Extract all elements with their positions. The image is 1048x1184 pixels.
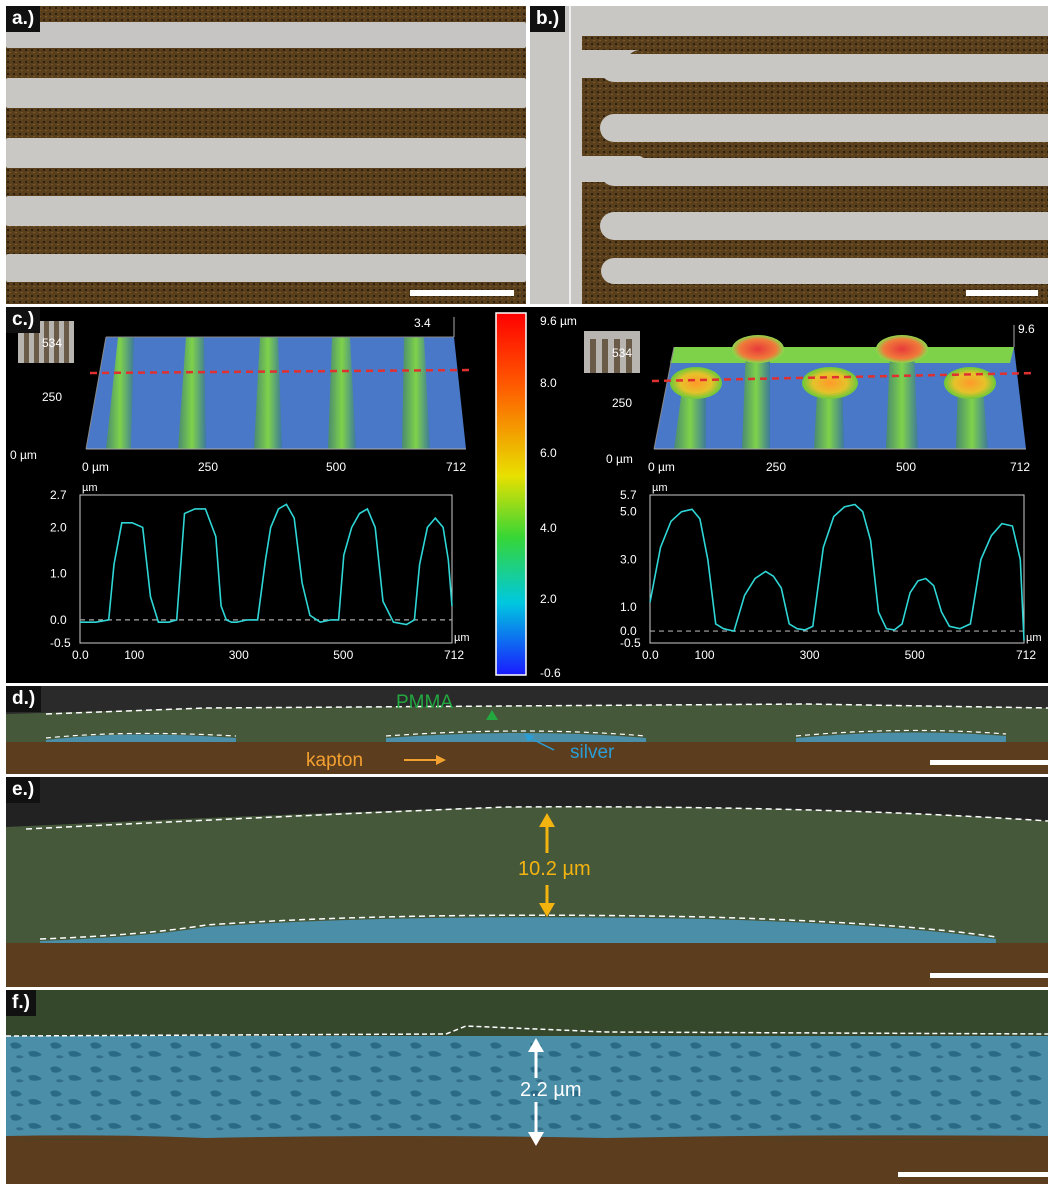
x-tick-label: 712: [1016, 648, 1036, 662]
y-tick-label: -0.5: [50, 636, 71, 650]
y-tick-label: 3.0: [620, 552, 637, 566]
panel-label-e: e.): [6, 777, 41, 803]
panel-f: 2.2 µm f.): [6, 990, 1048, 1184]
x-tick-label: 100: [695, 648, 715, 662]
scale-bar-a: [410, 290, 514, 296]
colorbar-top: 9.6 µm: [540, 314, 577, 328]
right-xtick-712: 712: [1010, 460, 1030, 474]
panel-a: a.): [6, 6, 526, 304]
y-tick-label: 2.7: [50, 488, 67, 502]
colorbar: [495, 312, 527, 676]
series-line-profile-right: [649, 503, 1025, 641]
left-xtick-712: 712: [446, 460, 466, 474]
scale-bar-e: [930, 973, 1048, 978]
left-ytick-534: 534: [42, 336, 62, 350]
scale-bar-d: [930, 760, 1048, 765]
x-tick-label: 712: [444, 648, 464, 662]
left-ytick-0: 0 µm: [10, 448, 37, 462]
right-xtick-0: 0 µm: [648, 460, 675, 474]
x-tick-label: 0.0: [72, 648, 89, 662]
y-tick-label: -0.5: [620, 636, 641, 650]
right-ytick-0: 0 µm: [606, 452, 633, 466]
right-ytick-534: 534: [612, 346, 632, 360]
label-kapton: kapton: [306, 750, 363, 771]
y-axis-unit: µm: [82, 482, 98, 494]
series-line-profile-left: [80, 503, 453, 626]
y-tick-label: 0.0: [50, 613, 67, 627]
panel-d: PMMA silver kapton d.): [6, 686, 1048, 774]
y-tick-label: 1.0: [50, 567, 67, 581]
left-xtick-500: 500: [326, 460, 346, 474]
y-tick-label: 2.0: [50, 520, 67, 534]
panel-e: 10.2 µm e.): [6, 777, 1048, 987]
colorbar-tick-4: 4.0: [540, 521, 557, 535]
panel-label-c: c.): [6, 307, 41, 333]
right-xtick-250: 250: [766, 460, 786, 474]
right-zmax: 9.6: [1018, 322, 1035, 336]
sem-cross-section-e: 10.2 µm: [6, 777, 1048, 987]
panel-label-f: f.): [6, 990, 36, 1016]
x-tick-label: 500: [905, 648, 925, 662]
panel-label-b: b.): [530, 6, 566, 32]
y-tick-label: 5.7: [620, 488, 637, 502]
panel-label-a: a.): [6, 6, 41, 32]
sem-cross-section-f: 2.2 µm: [6, 990, 1048, 1184]
x-axis-unit: µm: [1026, 632, 1042, 644]
panel-b: b.): [530, 6, 1048, 304]
panel-label-d: d.): [6, 686, 42, 712]
plot-frame: [649, 494, 1025, 644]
y-axis-unit: µm: [652, 482, 668, 494]
label-silver: silver: [570, 742, 615, 763]
surface-3d-left: [85, 317, 471, 450]
height-profile-right: 5.7 5.0 3.0 1.0 0.0-0.50.0 100 300 500 712 µm µm: [620, 482, 1042, 662]
x-tick-label: 0.0: [642, 648, 659, 662]
micrograph-a: [6, 6, 526, 304]
colorbar-tick-2: 2.0: [540, 592, 557, 606]
label-thickness-e: 10.2 µm: [518, 858, 591, 880]
left-zmax: 3.4: [414, 316, 431, 330]
y-tick-label: 1.0: [620, 600, 637, 614]
x-tick-label: 300: [229, 648, 249, 662]
y-tick-label: 5.0: [620, 505, 637, 519]
inset-thumbnail-left: [18, 321, 74, 363]
right-xtick-500: 500: [896, 460, 916, 474]
plot-frame: [79, 494, 453, 644]
colorbar-tick-6: 6.0: [540, 446, 557, 460]
scale-bar-b: [966, 290, 1038, 296]
left-xtick-250: 250: [198, 460, 218, 474]
panel-c: 3.4 534 250 0 µm 0 µm 250 500 712 9.6 µm…: [6, 307, 1048, 683]
x-tick-label: 100: [124, 648, 144, 662]
x-axis-unit: µm: [454, 632, 470, 644]
label-pmma: PMMA: [396, 692, 453, 713]
inset-thumbnail-right: [584, 331, 640, 373]
pmma-arrow-icon: [486, 710, 498, 720]
profilometry-figure: 3.4 534 250 0 µm 0 µm 250 500 712 9.6 µm…: [10, 312, 1042, 680]
sem-cross-section-d: PMMA silver kapton: [6, 686, 1048, 774]
x-tick-label: 300: [800, 648, 820, 662]
colorbar-tick-min: -0.6: [540, 666, 561, 680]
left-xtick-0: 0 µm: [82, 460, 109, 474]
micrograph-b: [530, 6, 1048, 304]
right-ytick-250: 250: [612, 396, 632, 410]
x-tick-label: 500: [333, 648, 353, 662]
y-tick-label: 0.0: [620, 624, 637, 638]
scale-bar-f: [898, 1172, 1048, 1177]
colorbar-tick-8: 8.0: [540, 376, 557, 390]
left-ytick-250: 250: [42, 390, 62, 404]
label-thickness-f: 2.2 µm: [520, 1079, 582, 1101]
surface-3d-right: [651, 325, 1035, 450]
